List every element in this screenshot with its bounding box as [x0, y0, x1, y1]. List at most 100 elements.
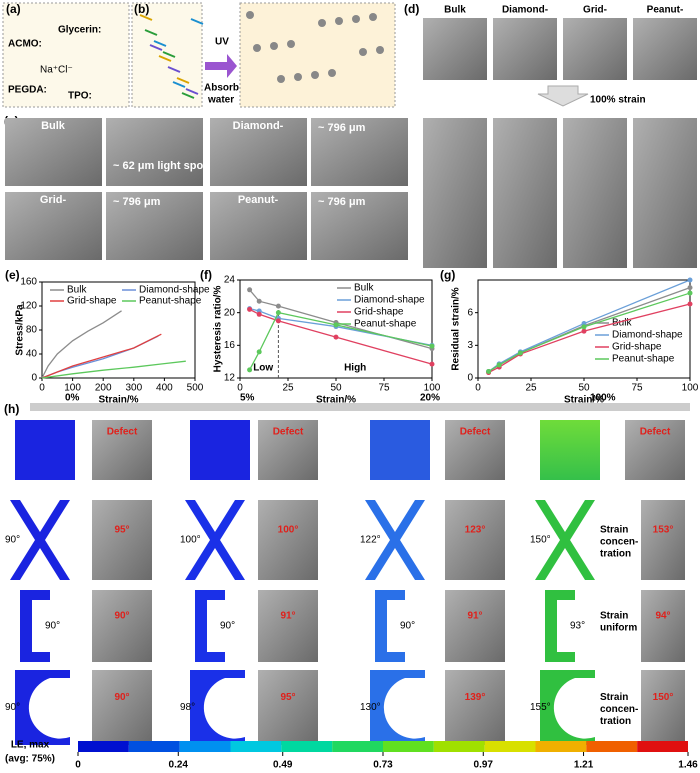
network-node — [311, 71, 319, 79]
molecule — [172, 81, 186, 88]
simulation — [20, 590, 50, 662]
point — [333, 334, 339, 340]
colorbar-tick-label: 0.97 — [474, 760, 494, 771]
colorbar-tick-label: 0.49 — [273, 760, 293, 771]
point — [687, 301, 693, 307]
colorbar-title: LE, max — [11, 740, 50, 751]
angle-label: 123° — [465, 525, 486, 536]
simulation — [365, 500, 425, 580]
point — [256, 349, 262, 355]
point — [256, 298, 262, 304]
simulation — [370, 420, 430, 480]
network-node — [253, 44, 261, 52]
x-tick-label: 25 — [282, 383, 294, 394]
legend-label: Grid-shape — [354, 307, 404, 318]
angle-label: 95° — [280, 692, 295, 703]
y-tick-label: 6 — [467, 307, 473, 318]
panel-label: (e) — [5, 268, 20, 282]
angle-label: 93° — [570, 621, 585, 632]
network-node — [246, 11, 254, 19]
simulation — [540, 670, 595, 745]
network-node — [369, 13, 377, 21]
network-node — [318, 19, 326, 27]
angle-label: 153° — [653, 525, 674, 536]
label: ~ 62 μm light spot — [113, 160, 207, 172]
zoom-photo — [311, 118, 408, 186]
column-title: Bulk — [444, 5, 466, 16]
y-axis-label: Hysteresis ratio/% — [213, 286, 224, 373]
angle-label: 122° — [360, 535, 381, 546]
photo — [258, 590, 318, 662]
series-line — [41, 360, 186, 379]
y-tick-label: 3 — [467, 340, 473, 351]
sim-shape — [545, 590, 575, 662]
molecule — [190, 18, 204, 25]
point — [275, 318, 281, 324]
label: Na⁺Cl⁻ — [40, 65, 73, 76]
simulation — [375, 590, 405, 662]
photo — [641, 590, 685, 662]
y-axis-label: Stress/kPa — [15, 304, 26, 356]
network-node — [352, 15, 360, 23]
panel-label: (h) — [4, 402, 19, 416]
label: ~ 796 μm — [318, 196, 366, 208]
colorbar-bin — [586, 741, 638, 752]
zoom-photo — [106, 192, 203, 260]
label: 100% strain — [590, 95, 646, 106]
note: uniform — [600, 623, 637, 634]
photo — [92, 420, 152, 480]
colorbar-bin — [78, 741, 129, 752]
point — [247, 367, 253, 373]
network-node — [376, 46, 384, 54]
strain-label: 0% — [65, 393, 80, 404]
arrow-down — [537, 85, 589, 107]
point — [333, 322, 339, 328]
x-tick-label: 100 — [424, 383, 441, 394]
x-tick-label: 50 — [330, 383, 342, 394]
network-node — [335, 17, 343, 25]
point — [275, 303, 281, 309]
label: ACMO: — [8, 39, 42, 50]
colorbar-bin — [433, 741, 485, 752]
point — [429, 343, 435, 349]
label: Peanut- — [238, 194, 279, 206]
legend-label: Bulk — [612, 318, 632, 329]
photo — [258, 420, 318, 480]
photo — [445, 500, 505, 580]
x-tick-label: 0 — [237, 383, 243, 394]
angle-label: 90° — [5, 702, 20, 713]
point — [581, 324, 587, 330]
label: Defect — [107, 427, 138, 438]
sim-shape — [195, 590, 225, 662]
note: tration — [600, 716, 631, 727]
molecule — [181, 92, 195, 99]
label: water — [207, 95, 234, 106]
network-node — [359, 48, 367, 56]
colorbar-bin — [484, 741, 536, 752]
molecule — [139, 14, 153, 21]
strain-label: 5% — [240, 393, 255, 404]
y-axis-label: Residual strain/% — [451, 287, 462, 370]
x-axis-label: Strain/% — [316, 395, 356, 406]
y-tick-label: 160 — [20, 277, 37, 288]
point — [517, 350, 523, 356]
angle-label: 150° — [530, 535, 551, 546]
panel-label: (f) — [200, 268, 212, 282]
x-axis-label: Strain/% — [98, 395, 138, 406]
angle-label: 95° — [114, 525, 129, 536]
colorbar-bin — [179, 741, 231, 752]
label: Bulk — [41, 120, 66, 132]
sim-shape — [375, 590, 405, 662]
x-tick-label: 500 — [187, 383, 204, 394]
simulation — [195, 590, 225, 662]
angle-label: 91° — [280, 611, 295, 622]
molecule — [149, 44, 163, 51]
angle-label: 130° — [360, 702, 381, 713]
y-tick-label: 40 — [26, 349, 38, 360]
simulation — [15, 420, 75, 480]
angle-label: 90° — [400, 621, 415, 632]
label: PEGDA: — [8, 85, 47, 96]
colorbar-bin — [230, 741, 282, 752]
strain-label: 20% — [420, 393, 440, 404]
point — [275, 310, 281, 316]
